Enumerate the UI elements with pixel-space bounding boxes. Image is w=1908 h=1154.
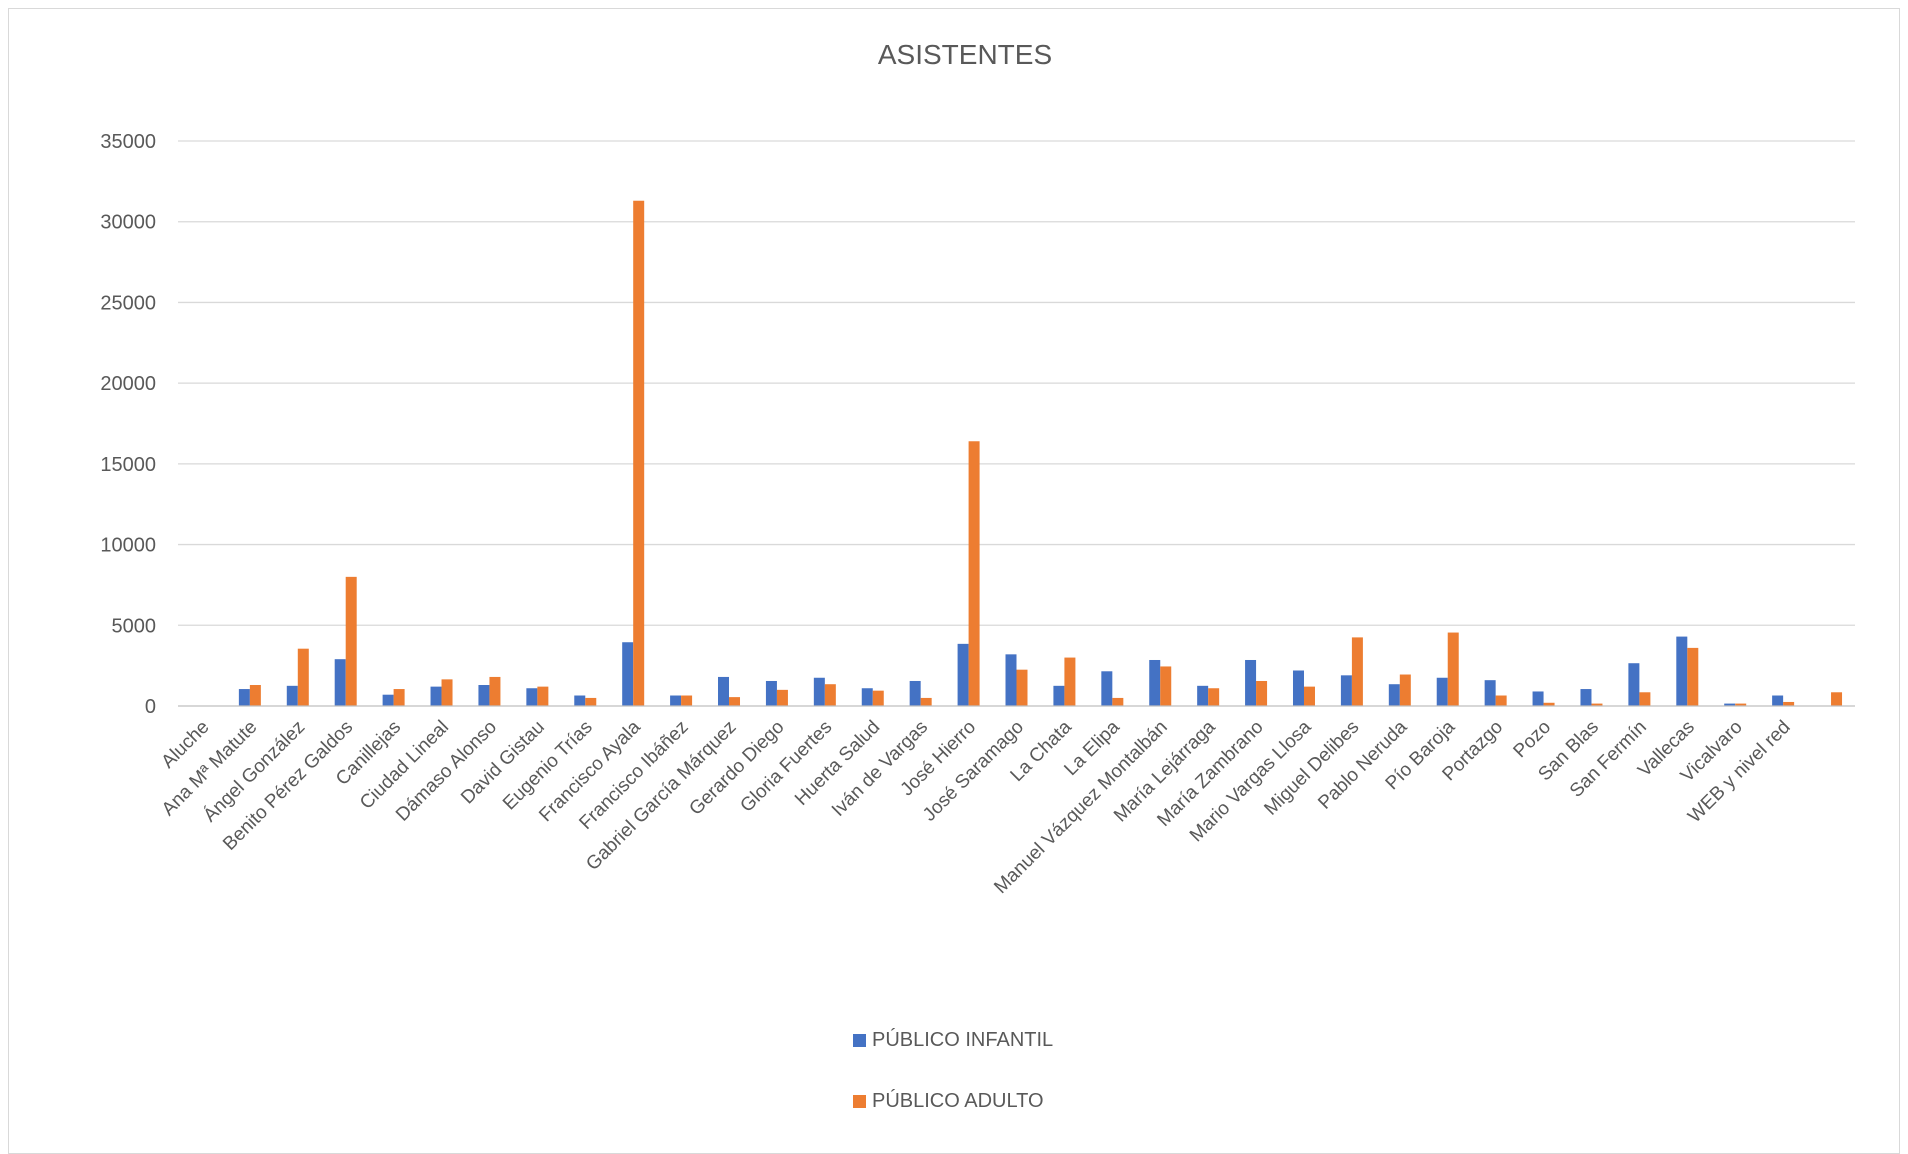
bar-publico-adulto-san-blas xyxy=(1591,703,1603,706)
bar-publico-infantil-san-fermin xyxy=(1628,663,1640,706)
bar-publico-adulto-vicalvaro xyxy=(1735,703,1747,706)
bar-publico-adulto-gerardo-diego xyxy=(776,689,788,706)
bar-publico-adulto-maria-zambrano xyxy=(1256,680,1268,706)
bar-publico-adulto-la-elipa xyxy=(1112,697,1124,706)
bar-publico-infantil-maria-lejarraga xyxy=(1197,685,1209,706)
bar-publico-adulto-jose-saramago xyxy=(1016,669,1028,706)
bar-publico-infantil-damaso-alonso xyxy=(478,685,490,706)
y-tick-label-25000: 25000 xyxy=(100,292,156,314)
bar-publico-infantil-pio-baroja xyxy=(1436,677,1448,706)
chart-frame xyxy=(8,8,1900,1154)
bar-publico-infantil-san-blas xyxy=(1580,689,1592,706)
bar-publico-infantil-maria-zambrano xyxy=(1245,659,1257,706)
bar-publico-infantil-mario-vargas-llosa xyxy=(1292,670,1304,706)
bar-publico-infantil-eugenio-trias xyxy=(574,695,586,706)
bar-publico-infantil-pozo xyxy=(1532,691,1544,706)
bar-publico-infantil-la-elipa xyxy=(1101,671,1113,706)
bar-publico-adulto-maria-lejarraga xyxy=(1208,688,1220,706)
bar-publico-infantil-gabriel-garcia-marquez xyxy=(718,676,730,706)
legend-label-publico-adulto: PÚBLICO ADULTO xyxy=(872,1089,1044,1112)
legend-swatch-publico-infantil xyxy=(853,1034,866,1047)
bar-publico-adulto-angel-gonzalez xyxy=(297,648,309,706)
bar-publico-infantil-jose-hierro xyxy=(957,643,969,706)
bar-publico-infantil-miguel-delibes xyxy=(1340,675,1352,706)
bar-publico-infantil-ciudad-lineal xyxy=(430,686,442,706)
bar-publico-adulto-ivan-de-vargas xyxy=(920,697,932,706)
bar-publico-adulto-jose-hierro xyxy=(968,441,980,706)
bar-publico-adulto-benito-perez-galdos xyxy=(345,576,357,706)
bar-publico-infantil-la-chata xyxy=(1053,685,1065,706)
bar-publico-adulto-canillejas xyxy=(393,689,405,706)
bar-publico-infantil-gerardo-diego xyxy=(765,680,777,706)
gridlines xyxy=(178,140,1855,626)
bar-publico-infantil-ivan-de-vargas xyxy=(909,680,921,706)
bar-publico-infantil-jose-saramago xyxy=(1005,654,1017,706)
bar-publico-infantil-huerta-salud xyxy=(861,688,873,706)
bar-publico-adulto-eugenio-trias xyxy=(585,697,597,706)
bar-publico-adulto-francisco-ibanez xyxy=(681,695,693,706)
bar-publico-adulto-item-34 xyxy=(1831,692,1843,706)
bar-publico-infantil-benito-perez-galdos xyxy=(334,659,346,706)
bar-publico-infantil-manuel-vazquez-montalban xyxy=(1149,659,1161,706)
bar-publico-infantil-david-gistau xyxy=(526,688,538,706)
y-tick-label-10000: 10000 xyxy=(100,535,156,557)
bar-publico-adulto-manuel-vazquez-montalban xyxy=(1160,666,1172,706)
legend-label-publico-infantil: PÚBLICO INFANTIL xyxy=(872,1028,1053,1051)
bar-publico-infantil-vallecas xyxy=(1676,636,1688,706)
legend-swatch-publico-adulto xyxy=(853,1095,866,1108)
bar-publico-infantil-gloria-fuertes xyxy=(813,677,825,706)
bar-publico-adulto-francisco-ayala xyxy=(633,200,645,707)
bar-publico-adulto-ana-m-matute xyxy=(249,685,261,706)
bar-publico-infantil-francisco-ibanez xyxy=(670,695,682,706)
bar-publico-infantil-portazgo xyxy=(1484,680,1496,706)
bar-publico-adulto-gabriel-garcia-marquez xyxy=(729,697,741,706)
bar-publico-infantil-canillejas xyxy=(382,694,394,706)
bar-publico-infantil-ana-m-matute xyxy=(238,689,250,706)
bar-publico-adulto-miguel-delibes xyxy=(1351,637,1363,706)
y-tick-label-20000: 20000 xyxy=(100,373,156,395)
bar-publico-infantil-francisco-ayala xyxy=(622,642,634,706)
bar-publico-adulto-la-chata xyxy=(1064,657,1076,706)
bar-publico-adulto-vallecas xyxy=(1687,647,1699,706)
bar-publico-adulto-mario-vargas-llosa xyxy=(1303,686,1315,706)
bar-publico-adulto-pablo-neruda xyxy=(1399,674,1411,706)
y-axis-ticks: 0 5000 10000 15000 20000 25000 30000 35000 xyxy=(100,131,156,718)
bar-publico-adulto-pio-baroja xyxy=(1447,632,1459,706)
bar-publico-adulto-portazgo xyxy=(1495,695,1507,706)
bar-publico-infantil-pablo-neruda xyxy=(1388,684,1400,706)
bar-publico-adulto-huerta-salud xyxy=(872,690,884,706)
y-tick-label-0: 0 xyxy=(145,696,156,718)
y-tick-label-35000: 35000 xyxy=(100,131,156,153)
bars xyxy=(238,200,1843,707)
bar-publico-adulto-web-y-nivel-red xyxy=(1783,701,1795,706)
bar-publico-adulto-san-fermin xyxy=(1639,692,1651,706)
legend: PÚBLICO INFANTIL PÚBLICO ADULTO xyxy=(853,1028,1053,1112)
y-tick-label-30000: 30000 xyxy=(100,212,156,234)
bar-publico-infantil-web-y-nivel-red xyxy=(1772,695,1784,706)
bar-publico-infantil-vicalvaro xyxy=(1724,703,1736,706)
chart-title: ASISTENTES xyxy=(878,39,1052,70)
bar-publico-adulto-pozo xyxy=(1543,702,1555,706)
bar-publico-infantil-angel-gonzalez xyxy=(286,685,298,706)
bar-publico-adulto-damaso-alonso xyxy=(489,676,501,706)
y-tick-label-15000: 15000 xyxy=(100,454,156,476)
bar-publico-adulto-ciudad-lineal xyxy=(441,679,453,706)
y-tick-label-5000: 5000 xyxy=(112,615,157,637)
bar-publico-adulto-gloria-fuertes xyxy=(824,684,836,706)
bar-publico-adulto-david-gistau xyxy=(537,686,549,706)
